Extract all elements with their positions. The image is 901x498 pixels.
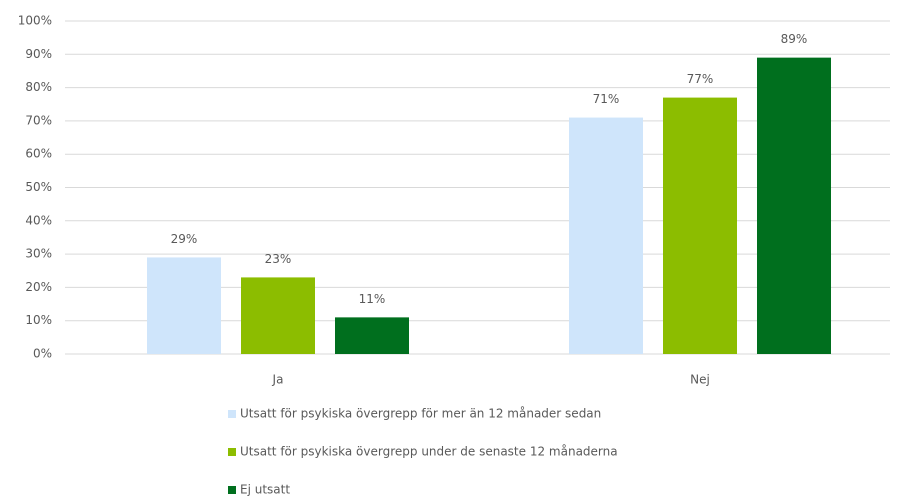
data-label: 23% bbox=[265, 252, 292, 266]
bar bbox=[147, 257, 221, 354]
bar bbox=[663, 97, 737, 354]
y-tick-label: 100% bbox=[18, 14, 52, 28]
data-label: 77% bbox=[687, 72, 714, 86]
bar bbox=[757, 57, 831, 354]
y-tick-label: 60% bbox=[25, 147, 52, 161]
y-tick-label: 90% bbox=[25, 47, 52, 61]
bar bbox=[335, 317, 409, 354]
bar bbox=[569, 117, 643, 354]
legend-label: Utsatt för psykiska övergrepp för mer än… bbox=[240, 407, 601, 421]
legend-label: Utsatt för psykiska övergrepp under de s… bbox=[240, 445, 618, 459]
y-tick-label: 20% bbox=[25, 280, 52, 294]
legend-swatch bbox=[228, 486, 236, 494]
bar bbox=[241, 277, 315, 354]
x-tick-label: Nej bbox=[690, 373, 710, 387]
legend-swatch bbox=[228, 448, 236, 456]
legend-swatch bbox=[228, 410, 236, 418]
legend-label: Ej utsatt bbox=[240, 483, 290, 497]
data-label: 11% bbox=[359, 292, 386, 306]
y-tick-label: 80% bbox=[25, 80, 52, 94]
data-label: 71% bbox=[593, 92, 620, 106]
y-tick-label: 0% bbox=[33, 347, 52, 361]
y-tick-label: 50% bbox=[25, 180, 52, 194]
x-tick-label: Ja bbox=[272, 373, 284, 387]
data-label: 29% bbox=[171, 232, 198, 246]
data-label: 89% bbox=[781, 32, 808, 46]
y-tick-label: 30% bbox=[25, 247, 52, 261]
y-tick-label: 10% bbox=[25, 313, 52, 327]
y-tick-label: 40% bbox=[25, 213, 52, 227]
y-tick-label: 70% bbox=[25, 113, 52, 127]
